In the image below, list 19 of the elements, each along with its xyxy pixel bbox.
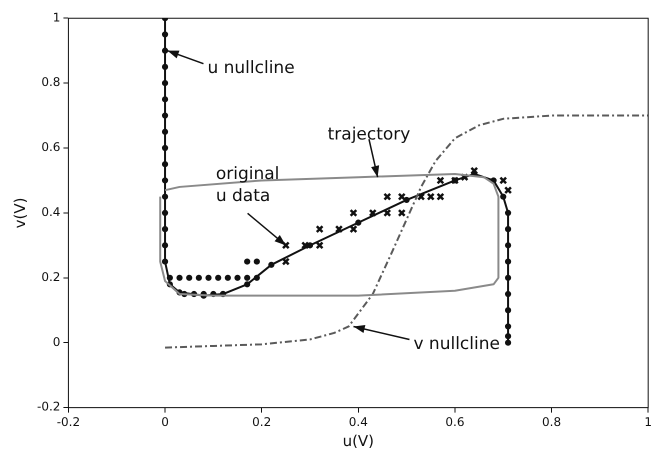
x-tick-label: 0.8	[542, 414, 562, 429]
y-tick-label: 0.6	[41, 140, 60, 154]
y-axis-title: v(V)	[10, 197, 29, 228]
annotation: v nullcline	[413, 334, 500, 354]
y-tick-label: 0	[52, 334, 60, 349]
x-axis-title: u(V)	[342, 432, 374, 450]
x-tick-label: 0	[161, 414, 169, 429]
y-tick-label: -0.2	[36, 400, 60, 414]
y-tick-label: 1	[52, 10, 60, 24]
x-tick-label: 0.4	[348, 414, 368, 429]
x-tick-label: 0.2	[252, 414, 272, 429]
y-tick-label: 0.8	[41, 75, 60, 90]
x-tick-label: 0.6	[445, 414, 464, 429]
annotation: u nullcline	[207, 58, 295, 78]
annotation: original u data	[216, 164, 280, 206]
annotation: trajectory	[328, 124, 410, 145]
x-tick-label: 1	[644, 414, 652, 429]
y-tick-label: 0.2	[41, 270, 60, 284]
y-tick-label: 0.4	[41, 205, 60, 220]
